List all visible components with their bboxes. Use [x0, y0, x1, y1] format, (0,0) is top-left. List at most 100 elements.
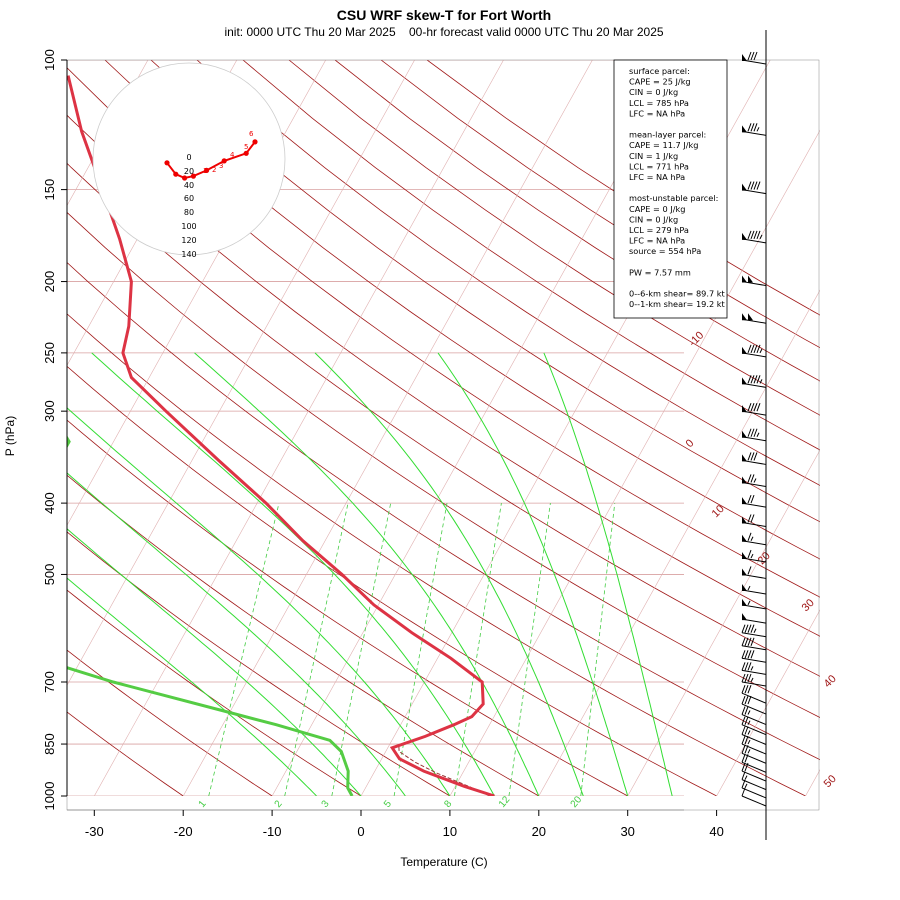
barb-flag — [756, 344, 761, 354]
barb-flag — [744, 673, 749, 683]
barb-staff — [741, 734, 767, 745]
barb-half-flag — [750, 553, 754, 559]
barb-flag — [747, 685, 752, 694]
barb-flag — [747, 566, 752, 575]
profile-clip — [67, 75, 495, 796]
dewpoint-line — [67, 435, 354, 796]
barb-pennant — [742, 552, 747, 560]
wind-barb — [741, 230, 767, 244]
barb-half-flag — [756, 432, 760, 437]
wind-barb — [741, 566, 767, 579]
wind-barb — [741, 123, 767, 136]
moist-adiabat — [194, 352, 540, 796]
mixing-ratio-label: 5 — [382, 798, 394, 810]
wind-barb — [741, 428, 767, 442]
hodograph-ring — [92, 62, 286, 256]
barb-flag — [750, 474, 755, 483]
barb-flag — [741, 726, 746, 735]
barb-pennant — [742, 54, 747, 61]
isotherm-label: 30 — [800, 597, 817, 614]
barb-flag — [750, 514, 755, 523]
barb-half-flag — [759, 379, 763, 384]
barb-flag — [747, 532, 752, 541]
x-tick-label: -30 — [85, 824, 104, 839]
barb-flag — [747, 673, 752, 683]
dry-adiabat — [67, 474, 539, 796]
barb-flag — [747, 428, 752, 437]
hodograph-point — [173, 171, 179, 177]
hodograph: 0 20 40 60 80 100 120 140 1 2 34 56 — [92, 62, 286, 259]
mixing-ratio-label: 2 — [273, 798, 285, 810]
barb-staff — [741, 632, 767, 638]
y-tick-label: 1000 — [42, 782, 57, 811]
hodograph-point — [182, 175, 188, 181]
barb-pennant — [742, 476, 747, 484]
x-tick-label: 20 — [532, 824, 546, 839]
dry-adiabat — [334, 60, 820, 382]
dry-adiabat — [67, 365, 717, 796]
mixing-ratio-label: 1 — [197, 798, 209, 810]
barb-pennant — [742, 430, 747, 438]
wind-barb — [741, 584, 767, 595]
y-tick-label: 400 — [42, 492, 57, 514]
barb-pennant — [742, 568, 747, 576]
moist-adiabat — [67, 407, 451, 796]
barb-flag — [750, 428, 755, 437]
barb-flag — [747, 123, 752, 132]
barb-half-flag — [747, 739, 751, 745]
barb-flag — [750, 637, 755, 646]
hodograph-ring-label: 40 — [184, 181, 194, 190]
wind-barb — [741, 787, 767, 807]
wind-barb — [741, 514, 767, 527]
dry-adiabat — [67, 114, 820, 637]
hodograph-ring-label: 0 — [186, 153, 191, 162]
barb-flag — [750, 181, 755, 190]
barb-flag — [756, 230, 761, 240]
barb-flag — [747, 650, 752, 659]
info-line: LFC = NA hPa — [629, 236, 685, 246]
barb-staff — [741, 752, 767, 764]
barb-pennant — [742, 232, 747, 240]
barb-flag — [747, 230, 752, 240]
hodograph-point — [221, 158, 227, 164]
barb-pennant — [742, 454, 747, 462]
barb-pennant — [742, 613, 747, 621]
barb-flag — [753, 452, 758, 461]
wind-barb — [741, 662, 767, 675]
plot-area — [67, 60, 820, 796]
barb-flag — [747, 637, 752, 646]
info-line: LCL = 785 hPa — [629, 98, 689, 108]
mixing-ratio-line — [508, 503, 551, 796]
hodograph-point — [164, 160, 170, 166]
dry-adiabat — [242, 60, 820, 451]
isotherm-label: -10 — [687, 329, 707, 349]
mixing-ratio-line — [208, 503, 280, 796]
y-tick-label: 100 — [42, 49, 57, 71]
barb-flag — [753, 375, 758, 384]
barb-pennant — [742, 313, 747, 321]
barb-half-flag — [750, 666, 754, 671]
isotherm-line — [94, 60, 504, 796]
hodograph-ring-label: 140 — [181, 250, 196, 259]
y-axis-label: P (hPa) — [3, 416, 17, 456]
barb-flag — [747, 474, 752, 483]
barb-flag — [747, 514, 752, 523]
profile-layer — [67, 75, 495, 796]
barb-pennant — [742, 584, 747, 592]
info-line: CIN = 0 J/kg — [629, 87, 678, 97]
barb-flag — [744, 726, 749, 735]
mixing-ratio-line — [284, 503, 349, 796]
barb-pennant — [742, 377, 747, 385]
wind-barb — [741, 624, 767, 638]
dry-adiabat — [67, 67, 820, 598]
y-tick-label: 700 — [42, 671, 57, 693]
dry-adiabat — [67, 261, 820, 761]
barb-flag — [744, 685, 749, 694]
info-line: CAPE = 25 J/kg — [629, 77, 691, 87]
isotherm-label: 50 — [822, 773, 839, 790]
info-line: 0--1-km shear= 19.2 kt — [629, 299, 726, 309]
moist-adiabat — [437, 352, 629, 796]
wind-barb — [741, 637, 767, 651]
barb-staff — [741, 645, 767, 651]
